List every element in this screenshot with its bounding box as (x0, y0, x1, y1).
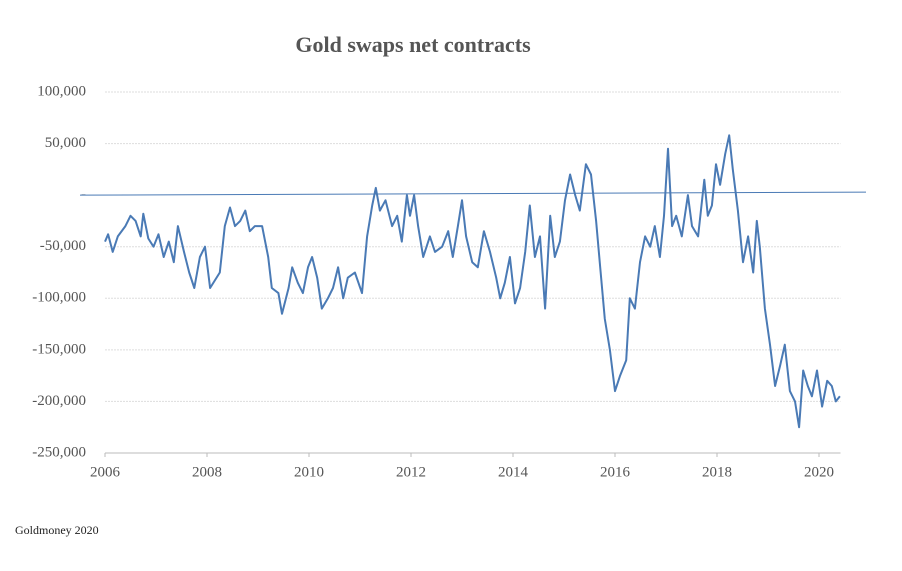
x-tick-label: 2010 (294, 464, 324, 480)
data-line (104, 134, 841, 429)
y-tick-label: -250,000 (32, 444, 86, 460)
chart-title: Gold swaps net contracts (295, 32, 531, 57)
x-tick-label: 2008 (192, 464, 222, 480)
x-tick-label: 2018 (702, 464, 732, 480)
x-tick-label: 2012 (396, 464, 426, 480)
y-tick-label: 100,000 (37, 83, 86, 99)
x-tick-label: 2006 (90, 464, 121, 480)
x-tick-label: 2020 (804, 464, 834, 480)
zero-line (79, 191, 867, 196)
y-tick-label: - (81, 187, 86, 203)
x-tick-label: 2016 (600, 464, 631, 480)
y-tick-label: 50,000 (45, 135, 86, 151)
footer: Goldmoney 2020 (15, 523, 99, 537)
y-tick-label: -150,000 (32, 341, 86, 357)
y-tick-label: -200,000 (32, 393, 86, 409)
y-tick-label: -100,000 (32, 290, 86, 306)
y-tick-label: -50,000 (40, 238, 86, 254)
x-tick-label: 2014 (498, 464, 529, 480)
